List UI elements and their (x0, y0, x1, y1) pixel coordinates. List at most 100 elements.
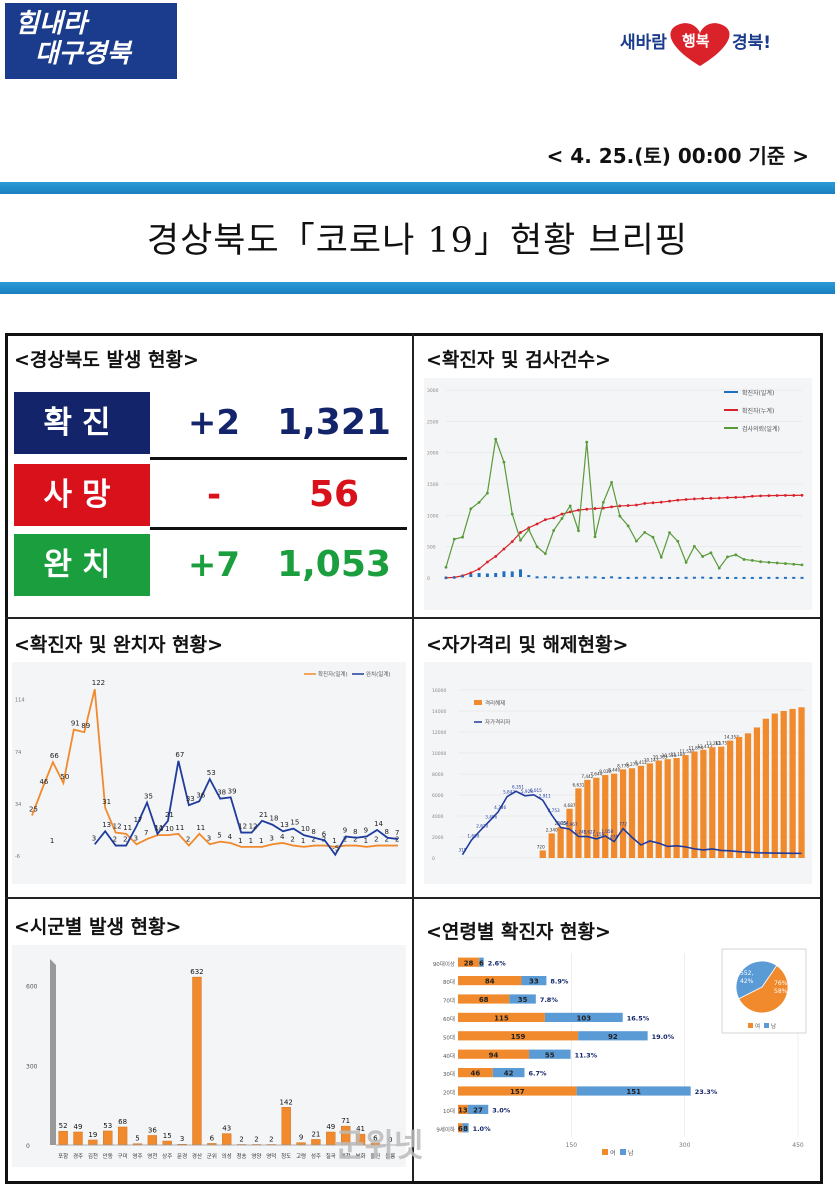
isolation-bar-label: 720 (537, 844, 545, 849)
age-bar-male (521, 976, 547, 986)
isolation-bar (593, 777, 600, 858)
isolation-bar-label: 4,687 (564, 803, 576, 808)
isolation-legend-label: 자가격리자 (485, 718, 510, 726)
tests-daily-bar (750, 576, 754, 579)
isolation-legend-label: 격리해제 (485, 699, 505, 707)
recover-data-label: 21 (165, 811, 174, 819)
isolation-line-label: 2,753 (548, 808, 560, 813)
isolation-bar-label: 11,180 (671, 752, 686, 757)
isolation-line-label: 4,386 (494, 805, 506, 810)
isolation-bar-label: 13,759 (715, 741, 730, 746)
tests-daily-bar (792, 576, 796, 579)
tests-point (701, 497, 705, 500)
recover-data-label: 7 (395, 829, 399, 837)
tests-daily-bar (535, 576, 539, 579)
age-legend-swatch (602, 1149, 608, 1155)
recover-ytick: 34 (15, 802, 21, 808)
age-pie-label-male: 42% (740, 978, 754, 985)
tests-point (701, 555, 705, 558)
tests-daily-bar (568, 576, 572, 579)
tests-point (643, 502, 647, 505)
city-bar-label: 21 (311, 1130, 320, 1138)
tests-point (684, 498, 688, 501)
isolation-line-label: 5,842 (503, 790, 515, 795)
city-category-label: 예천 (341, 1152, 351, 1160)
isolation-ytick: 6000 (432, 793, 444, 799)
city-category-label: 포항 (58, 1152, 68, 1160)
age-pie-slice-0 (738, 964, 789, 1014)
recover-data-label: 5 (217, 832, 221, 840)
age-category-label: 30대 (443, 1070, 455, 1078)
age-bar-male-label: 6 (479, 959, 484, 967)
isolation-bar (548, 833, 555, 858)
age-xtick: 150 (566, 1142, 578, 1149)
age-bar-female-label: 115 (494, 1015, 509, 1023)
city-bar-label: 49 (74, 1123, 83, 1131)
city-bar-label: 36 (148, 1126, 157, 1134)
age-percent-label: 3.0% (492, 1107, 511, 1115)
age-bar-female (458, 1031, 579, 1041)
city-bar (326, 1131, 336, 1146)
tests-point (635, 539, 638, 543)
city-bar-label: 71 (341, 1117, 350, 1125)
isolation-bar-label: 13,263 (706, 741, 721, 746)
city-bar-label: 2 (239, 1135, 243, 1143)
isolation-bar-label: 8,440 (608, 768, 620, 773)
isolation-ytick: 14000 (432, 709, 446, 715)
tests-ytick: 1000 (427, 513, 439, 519)
recover-data-label: 12 (113, 823, 122, 831)
tests-point (742, 495, 746, 499)
age-pie-label-female: 58% (774, 988, 788, 995)
tests-point (759, 494, 763, 498)
stats-title: <경상북도 발생 현황> (14, 349, 199, 371)
tests-point (784, 562, 787, 565)
tests-daily-bar (676, 576, 680, 579)
tests-ytick: 2500 (427, 419, 439, 425)
tests-daily-bar (659, 576, 663, 579)
city-bar-label: 5 (135, 1135, 139, 1143)
tests-daily-bar (552, 576, 556, 579)
age-bar-male (462, 1123, 469, 1133)
tests-point (668, 531, 671, 535)
age-bar-female-label: 68 (479, 996, 489, 1004)
city-bar-label: 49 (326, 1123, 335, 1131)
isolation-bar (673, 758, 680, 858)
tests-point (585, 507, 589, 511)
age-category-label: 40대 (443, 1052, 455, 1060)
tests-point (709, 551, 713, 555)
tests-daily-bar (610, 576, 614, 579)
tests-point (668, 499, 671, 503)
recover-data-label: 3 (270, 834, 274, 842)
tests-point (535, 545, 539, 549)
tests-daily-bar (452, 576, 456, 579)
age-xtick: 300 (679, 1142, 691, 1149)
age-bar-male (576, 1086, 691, 1096)
isolation-line-label: 3,496 (485, 814, 497, 819)
tests-point (519, 538, 522, 542)
isolation-bar (637, 765, 645, 858)
tests-point (477, 500, 481, 504)
isolation-line-label: 315 (458, 848, 466, 853)
age-category-label: 80대 (443, 978, 455, 986)
recover-data-label: 3 (92, 834, 96, 842)
tests-point (734, 553, 738, 557)
age-percent-label: 6.7% (528, 1070, 547, 1078)
stat-divider-1 (150, 457, 407, 460)
tests-point (784, 494, 787, 497)
city-category-label: 영양 (251, 1152, 261, 1160)
tests-ytick: 3000 (427, 388, 439, 394)
age-bar-male-label: 35 (518, 996, 528, 1004)
recover-data-label: 67 (175, 751, 184, 759)
stat-row-death: 사망 - 56 (14, 464, 408, 526)
tests-daily-bar (717, 576, 721, 579)
tests-series-line-1 (445, 438, 803, 570)
recover-data-label: 17 (134, 816, 143, 824)
isolation-bar (646, 763, 653, 858)
isolation-bar-label: 11,530 (680, 749, 695, 754)
age-bar-female (458, 1086, 577, 1096)
city-category-label: 의성 (222, 1152, 232, 1160)
isolation-bar (780, 711, 787, 858)
tests-ytick: 500 (427, 545, 436, 551)
isolation-bar-label: 11,874 (688, 745, 703, 750)
recover-data-label: 13 (280, 821, 289, 829)
